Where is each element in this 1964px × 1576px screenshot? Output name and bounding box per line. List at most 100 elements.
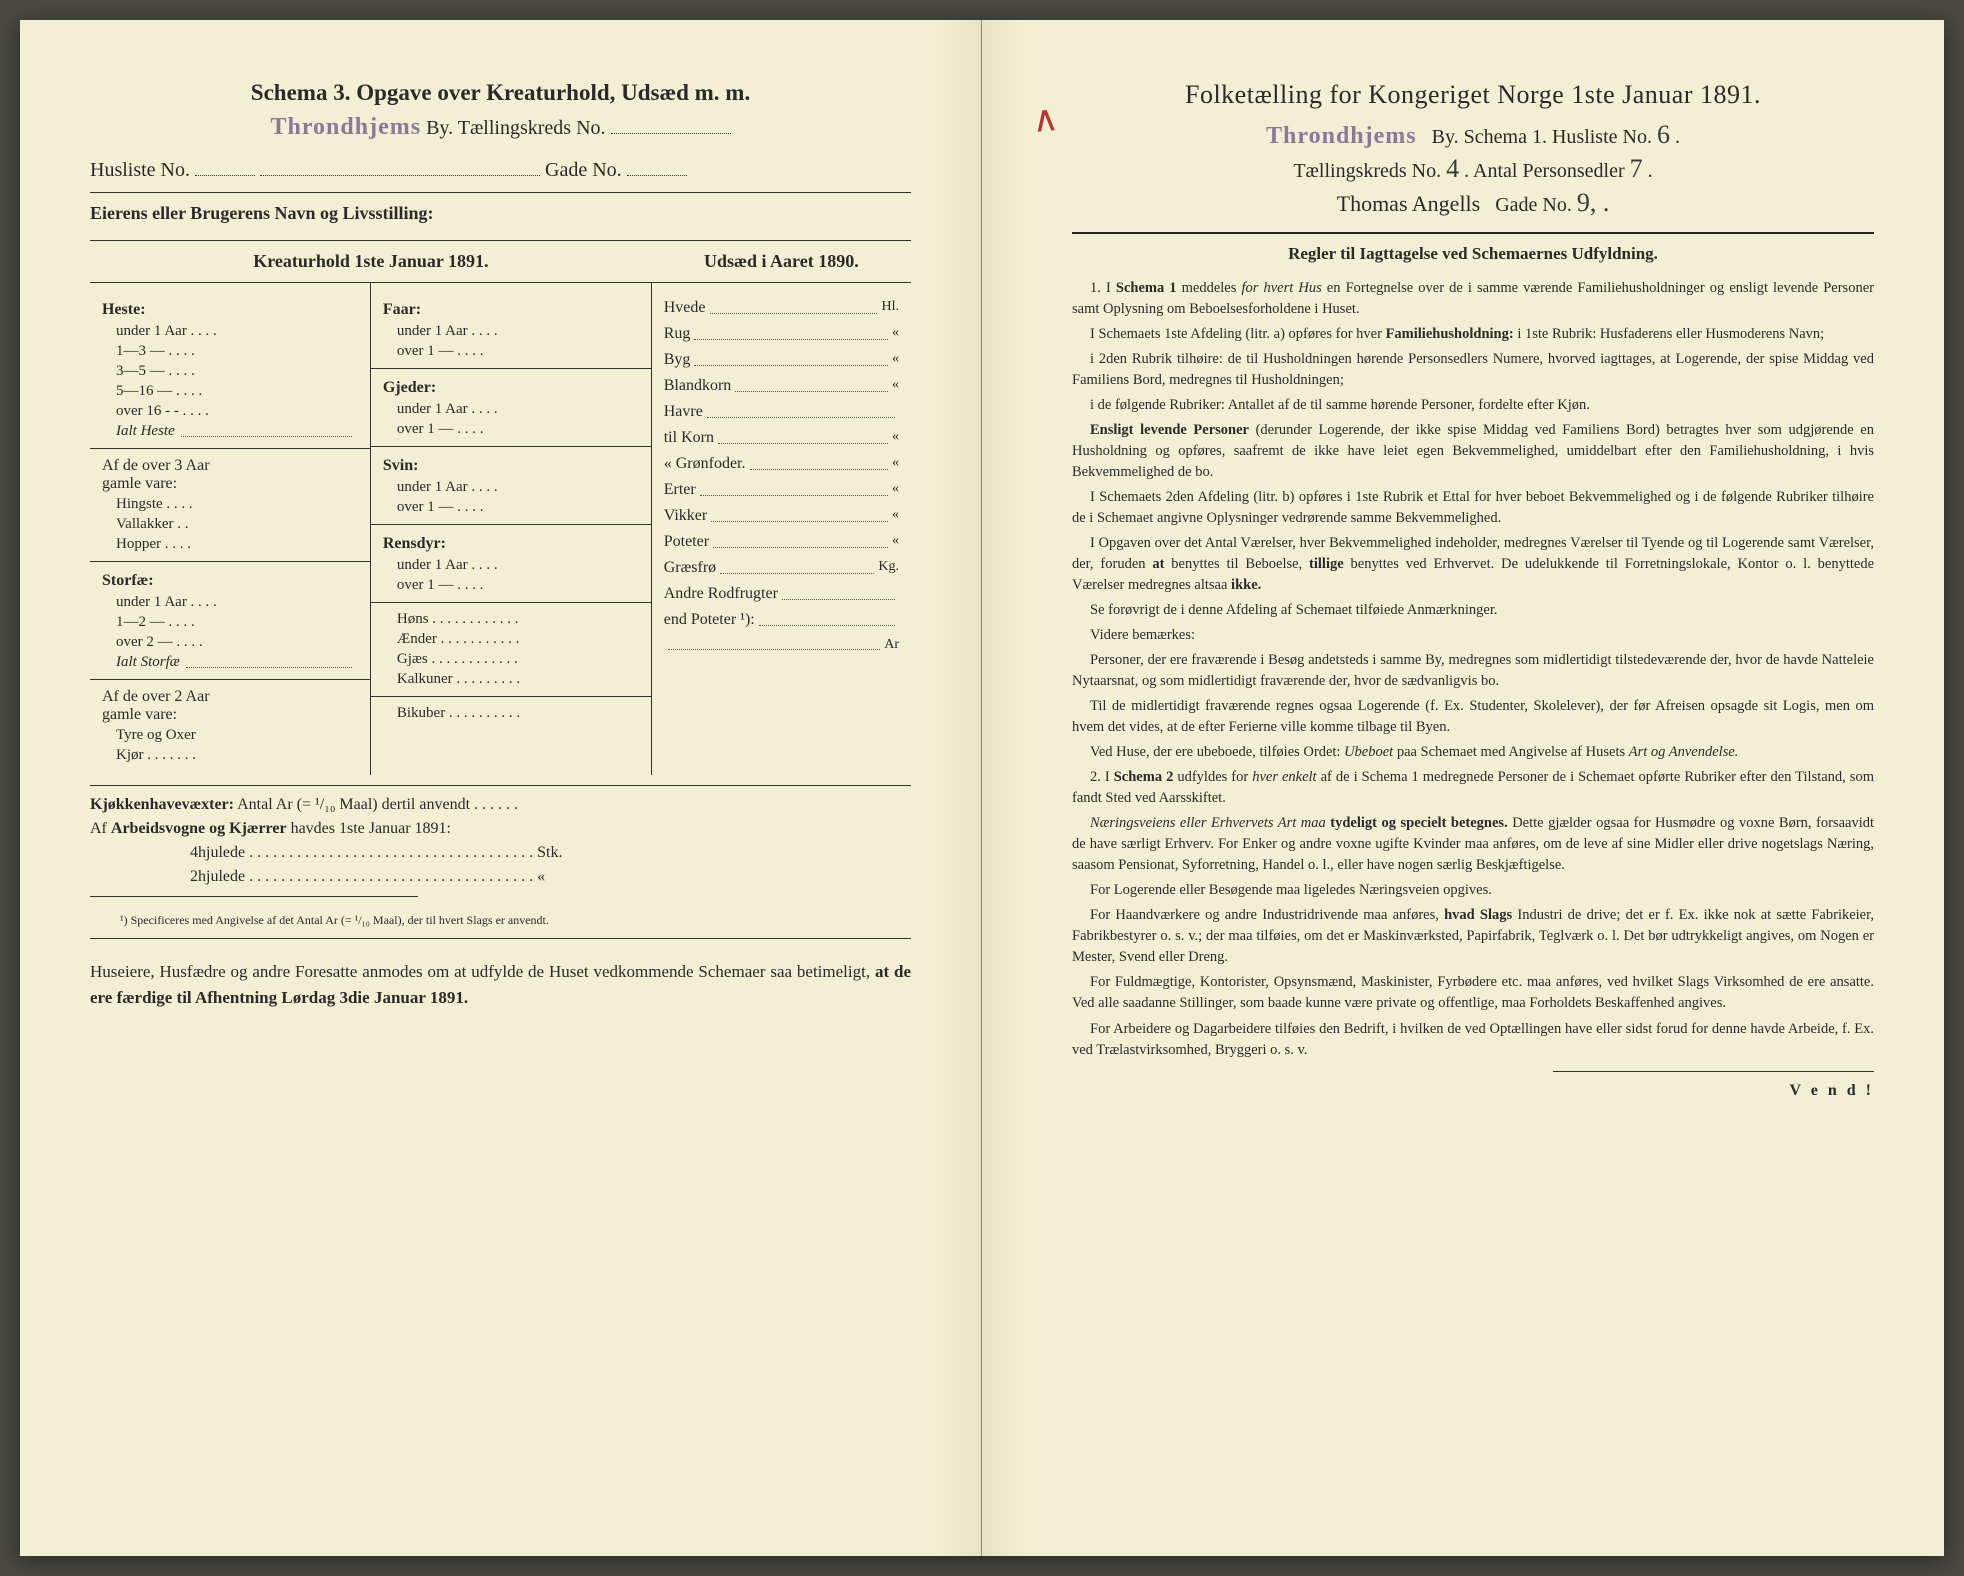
heste-title: Heste: [102,301,358,319]
form-entry: under 1 Aar . . . . [116,594,358,611]
sub-divider [90,679,370,680]
kreds-no-hw: 4 [1446,154,1459,184]
divider [1553,1071,1874,1072]
form-entry: Tyre og Oxer [116,727,358,744]
sub-divider [371,524,651,525]
head-kreatur: Kreaturhold 1ste Januar 1891. [90,241,652,283]
seed-entry: til Korn« [664,429,899,447]
line3a: Gade No. [1495,194,1572,216]
hjul2: 2hjulede . . . . . . . . . . . . . . . .… [190,868,911,886]
rules-para: 2. I Schema 2 udfyldes for hver enkelt a… [1072,767,1874,809]
gade-no-hw: 9, . [1577,188,1610,218]
arbeids-line: Af Arbeidsvogne og Kjærrer havdes 1ste J… [90,820,911,838]
seed-entry: « Grønfoder.« [664,455,899,473]
rensdyr-title: Rensdyr: [383,535,639,553]
head-udsaed: Udsæd i Aaret 1890. [652,241,911,283]
rules-para: i 2den Rubrik tilhøire: de til Husholdni… [1072,349,1874,391]
form-entry: under 1 Aar . . . . [397,401,639,418]
form-entry: over 1 — . . . . [397,499,639,516]
form-entry: under 1 Aar . . . . [397,557,639,574]
rules-para: Se forøvrigt de i denne Afdeling af Sche… [1072,600,1874,621]
sub-divider [371,602,651,603]
form-entry: under 1 Aar . . . . [397,479,639,496]
rules-para: Ved Huse, der ere ubeboede, tilføies Ord… [1072,742,1874,763]
husliste-blank [195,162,255,176]
seed-entry: end Poteter ¹): [664,611,899,629]
seed-entry: Erter« [664,481,899,499]
ialt-heste: Ialt Heste [116,423,358,440]
seed-entry: Ar [664,637,899,653]
form-entry: 5—16 — . . . . [116,383,358,400]
rules-para: For Haandværkere og andre Industridriven… [1072,905,1874,968]
sub-divider [371,696,651,697]
right-title: Folketælling for Kongeriget Norge 1ste J… [1072,80,1874,110]
rules-para: Personer, der ere fraværende i Besøg and… [1072,650,1874,692]
husliste-label: Husliste No. [90,159,190,181]
form-entry: Kjør . . . . . . . [116,747,358,764]
persons-hw: 7 [1630,154,1643,184]
kjokken-line: Kjøkkenhavevæxter: Kjøkkenhavevæxter: An… [90,796,911,814]
form-entry: 3—5 — . . . . [116,363,358,380]
left-title: Schema 3. Opgave over Kreaturhold, Udsæd… [90,80,911,106]
rules-body: 1. I Schema 1 meddeles for hvert Hus en … [1072,278,1874,1061]
af2aar: Af de over 2 Aar [102,688,358,706]
seed-entry: Vikker« [664,507,899,525]
rules-para: I Opgaven over det Antal Værelser, hver … [1072,533,1874,596]
meta-line2: Tællingskreds No. 4 . Antal Personsedler… [1072,154,1874,184]
divider [90,192,911,193]
stamp-right: Throndhjems [1266,123,1417,149]
footnote: ¹) Specificeres med Angivelse af det Ant… [120,913,911,928]
divider [90,938,911,939]
form-entry: Hopper . . . . [116,536,358,553]
form-entry: over 16 - - . . . . [116,403,358,420]
hons: Høns . . . . . . . . . . . . [397,611,639,628]
af3aar: Af de over 3 Aar [102,457,358,475]
seed-entry: Poteter« [664,533,899,551]
name-blank [260,162,540,176]
form-entry: over 2 — . . . . [116,634,358,651]
owner-line: Eierens eller Brugerens Navn og Livsstil… [90,203,911,224]
line2a: Tællingskreds No. [1293,160,1441,182]
husliste-row: Husliste No. Gade No. [90,159,911,182]
gade-label: Gade No. [545,159,622,181]
form-entry: over 1 — . . . . [397,343,639,360]
bikuber: Bikuber . . . . . . . . . . [397,705,639,722]
line2b: . Antal Personsedler [1464,160,1625,182]
divider [90,785,911,786]
stamp-left: Throndhjems [270,114,421,140]
gade-blank [627,162,687,176]
seed-entry: Byg« [664,351,899,369]
form-entry: Vallakker . . [116,516,358,533]
col1: Heste: under 1 Aar . . . . 1—3 — . . . . 3… [90,283,371,775]
rules-para: I Schemaets 2den Afdeling (litr. b) opfø… [1072,487,1874,529]
by-label: By. Tællingskreds No. [426,117,605,139]
rules-para: Ensligt levende Personer (derunder Loger… [1072,420,1874,483]
rules-para: For Logerende eller Besøgende maa ligele… [1072,880,1874,901]
divider [90,896,418,897]
col3: HvedeHl.Rug«Byg«Blandkorn«Havre til Korn… [652,283,911,775]
sub-divider [371,446,651,447]
sub-divider [90,561,370,562]
form-entry: 1—3 — . . . . [116,343,358,360]
husliste-no-hw: 6 [1657,120,1670,150]
rules-title: Regler til Iagttagelse ved Schemaernes U… [1072,244,1874,264]
sub-divider [371,368,651,369]
seed-entry: GræsfrøKg. [664,559,899,577]
left-page: Schema 3. Opgave over Kreaturhold, Udsæd… [20,20,982,1556]
form-entry: Hingste . . . . [116,496,358,513]
ialt-storfae: Ialt Storfæ [116,654,358,671]
sub-divider [90,448,370,449]
kreds-blank [611,120,731,134]
form-entry: over 1 — . . . . [397,421,639,438]
rules-para: Videre bemærkes: [1072,625,1874,646]
gamle2-vare: gamle vare: [102,706,358,724]
form-entry: 1—2 — . . . . [116,614,358,631]
gjeder-title: Gjeder: [383,379,639,397]
line1-text: By. Schema 1. Husliste No. [1432,126,1652,148]
form-entry: under 1 Aar . . . . [397,323,639,340]
document-spread: Schema 3. Opgave over Kreaturhold, Udsæd… [20,20,1944,1556]
col2: Faar: under 1 Aar . . . .over 1 — . . . … [371,283,652,775]
rules-para: 1. I Schema 1 meddeles for hvert Hus en … [1072,278,1874,320]
rules-para: Til de midlertidigt fraværende regnes og… [1072,696,1874,738]
form-entry: over 1 — . . . . [397,577,639,594]
